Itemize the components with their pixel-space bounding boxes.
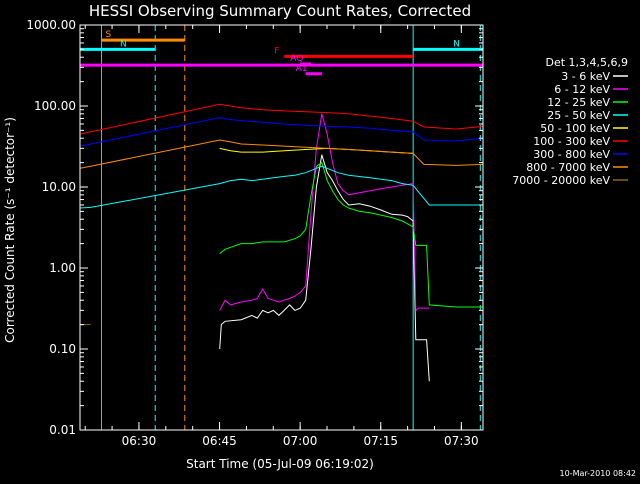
flag-label-5: AQ [290, 54, 303, 64]
flag-label-0: S [105, 30, 111, 40]
x-tick-label-0: 06:30 [122, 434, 157, 448]
plot-marks [80, 25, 483, 430]
series-line-2 [219, 161, 483, 308]
x-tick-label-4: 07:30 [444, 434, 479, 448]
series-line-0 [219, 154, 430, 382]
legend-label-3: 25 - 50 keV [547, 109, 610, 122]
y-tick-label-4: 100.00 [34, 99, 76, 113]
y-tick-label-0: 0.01 [49, 423, 76, 437]
legend-label-2: 12 - 25 keV [547, 96, 610, 109]
x-axis-label: Start Time (05-Jul-09 06:19:02) [186, 457, 374, 471]
y-tick-label-3: 10.00 [42, 180, 76, 194]
y-tick-label-1: 0.10 [49, 342, 76, 356]
legend-label-0: 3 - 6 keV [561, 70, 610, 83]
y-axis-label: Corrected Count Rate (s⁻¹ detector⁻¹) [3, 117, 17, 343]
plot-frame [79, 24, 484, 431]
chart-title: HESSI Observing Summary Count Rates, Cor… [89, 2, 471, 20]
series-line-5 [80, 103, 483, 135]
x-tick-label-3: 07:15 [363, 434, 398, 448]
legend-label-5: 100 - 300 keV [533, 135, 610, 148]
series-line-7 [80, 139, 483, 169]
flag-label-1: N [120, 39, 127, 49]
timestamp: 10-Mar-2010 08:42 [560, 469, 637, 478]
flag-label-2: N [453, 39, 460, 49]
legend-label-6: 300 - 800 keV [533, 148, 610, 161]
x-tick-label-1: 06:45 [202, 434, 237, 448]
y-axis: 0.01 0.10 1.00 10.00 100.00 1000.00 [26, 18, 483, 437]
series-line-6 [80, 117, 483, 147]
legend-title: Det 1,3,4,5,6,9 [545, 56, 628, 69]
x-tick-label-2: 07:00 [283, 434, 318, 448]
x-axis: 06:30 06:45 07:00 07:15 07:30 [84, 25, 479, 448]
y-tick-label-5: 1000.00 [26, 18, 76, 32]
series-line-3 [80, 165, 483, 209]
flag-label-6: A1 [296, 64, 308, 74]
legend-label-7: 800 - 7000 keV [526, 161, 610, 174]
flag-label-4: F [274, 46, 279, 56]
legend-label-1: 6 - 12 keV [554, 83, 610, 96]
legend-label-4: 50 - 100 keV [540, 122, 610, 135]
y-tick-label-2: 1.00 [49, 261, 76, 275]
legend-label-8: 7000 - 20000 keV [512, 174, 610, 187]
